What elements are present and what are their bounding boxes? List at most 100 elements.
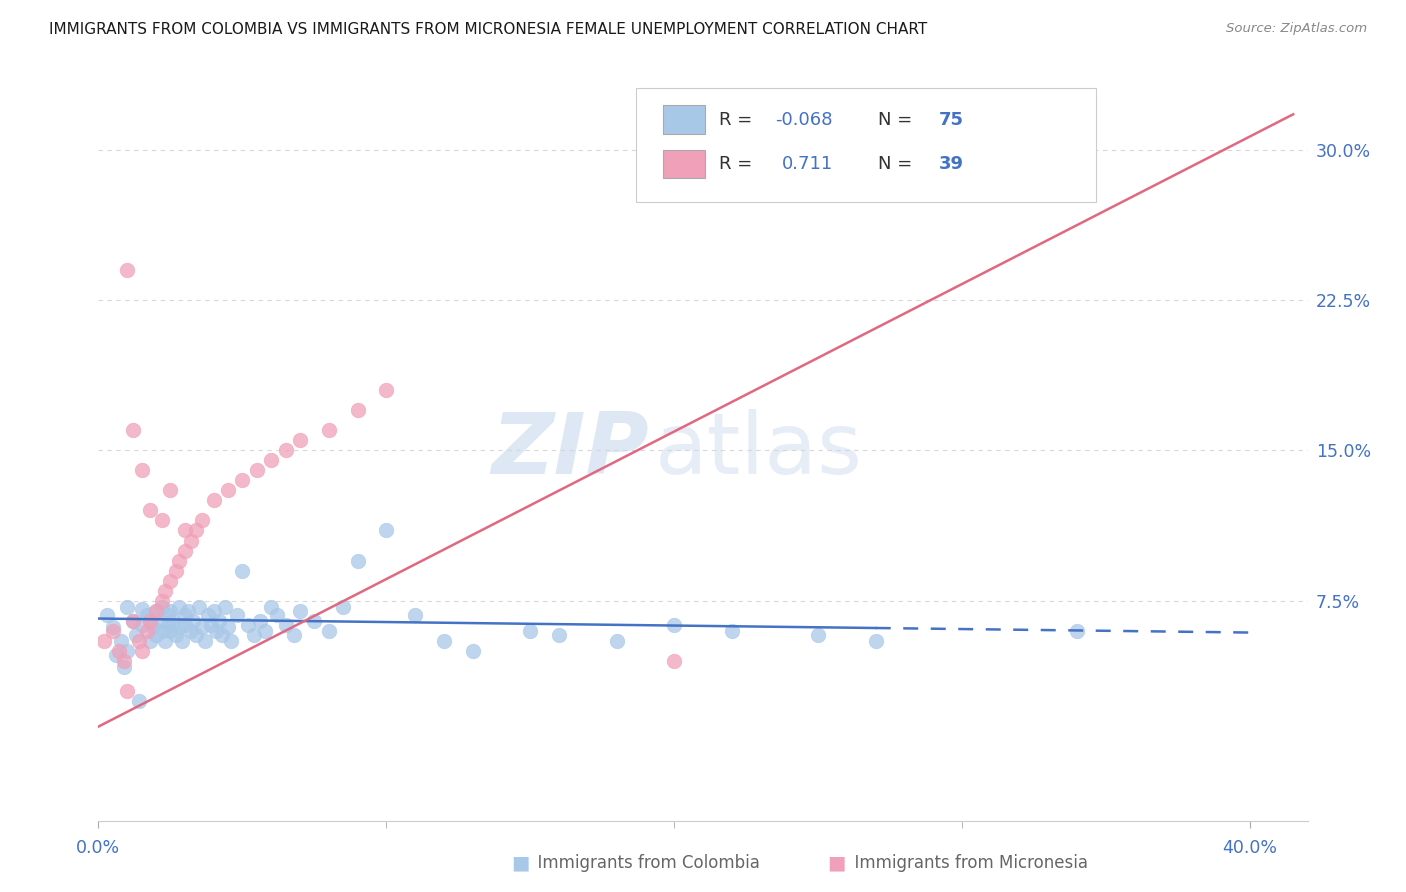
Point [197,607,219,622]
Point [173,543,195,558]
Point [150,624,173,638]
Point [266,607,288,622]
Point [260,453,283,467]
Point [112,659,135,673]
Point [167,619,190,633]
Point [664,654,686,668]
Point [131,601,153,615]
Point [375,384,398,398]
Point [236,617,259,632]
Point [93,633,115,648]
Point [101,624,124,638]
Point [159,603,181,617]
Point [283,627,305,641]
Point [122,614,145,628]
Point [208,614,231,628]
Text: IMMIGRANTS FROM COLOMBIA VS IMMIGRANTS FROM MICRONESIA FEMALE UNEMPLOYMENT CORRE: IMMIGRANTS FROM COLOMBIA VS IMMIGRANTS F… [49,22,928,37]
Point [153,583,176,598]
Text: N =: N = [879,155,918,173]
Point [122,424,145,438]
Point [136,607,159,622]
FancyBboxPatch shape [637,87,1097,202]
Point [115,683,138,698]
Point [131,643,153,657]
Point [122,614,145,628]
Point [173,607,195,622]
Point [173,617,195,632]
Point [180,624,202,638]
Point [128,693,150,707]
Point [231,474,253,488]
Text: R =: R = [718,155,763,173]
Point [249,614,271,628]
Point [159,574,181,588]
Point [104,648,127,662]
Point [219,633,242,648]
Point [150,514,173,528]
Point [304,614,326,628]
Point [115,599,138,614]
Point [274,443,297,458]
Point [243,627,266,641]
Point [1066,624,1088,638]
Point [112,654,135,668]
Point [318,424,340,438]
Point [274,617,297,632]
Point [548,627,571,641]
Text: ■: ■ [510,854,530,872]
Text: ■: ■ [827,854,846,872]
Point [260,599,283,614]
Point [217,483,239,498]
Point [148,614,170,628]
Point [156,617,179,632]
Y-axis label: Female Unemployment: Female Unemployment [0,357,7,544]
Point [162,614,184,628]
Point [156,607,179,622]
Text: N =: N = [879,111,918,128]
Point [404,607,426,622]
Point [225,607,247,622]
Point [865,633,887,648]
Point [139,614,162,628]
Text: atlas: atlas [655,409,863,492]
Text: Immigrants from Micronesia: Immigrants from Micronesia [844,855,1088,872]
Text: 39: 39 [939,155,963,173]
Point [165,627,187,641]
Point [186,627,208,641]
Point [115,643,138,657]
Point [606,633,628,648]
Point [180,533,202,548]
Point [1038,144,1060,158]
Point [128,633,150,648]
Point [131,617,153,632]
Point [183,614,205,628]
Point [159,624,181,638]
Point [167,553,190,567]
Point [288,603,311,617]
Point [125,627,148,641]
Point [191,514,214,528]
Point [346,553,368,567]
Point [145,627,167,641]
Text: Source: ZipAtlas.com: Source: ZipAtlas.com [1226,22,1367,36]
Text: -0.068: -0.068 [776,111,832,128]
Point [807,627,830,641]
Point [110,633,132,648]
Point [136,624,159,638]
Point [139,633,162,648]
Point [173,524,195,538]
Point [664,617,686,632]
Point [205,624,228,638]
Point [217,619,239,633]
Point [131,463,153,477]
Point [107,643,129,657]
Point [332,599,354,614]
FancyBboxPatch shape [664,150,706,178]
Point [167,599,190,614]
Point [145,603,167,617]
Point [139,503,162,517]
Point [211,627,233,641]
Point [170,633,193,648]
Point [200,617,222,632]
Point [176,603,198,617]
